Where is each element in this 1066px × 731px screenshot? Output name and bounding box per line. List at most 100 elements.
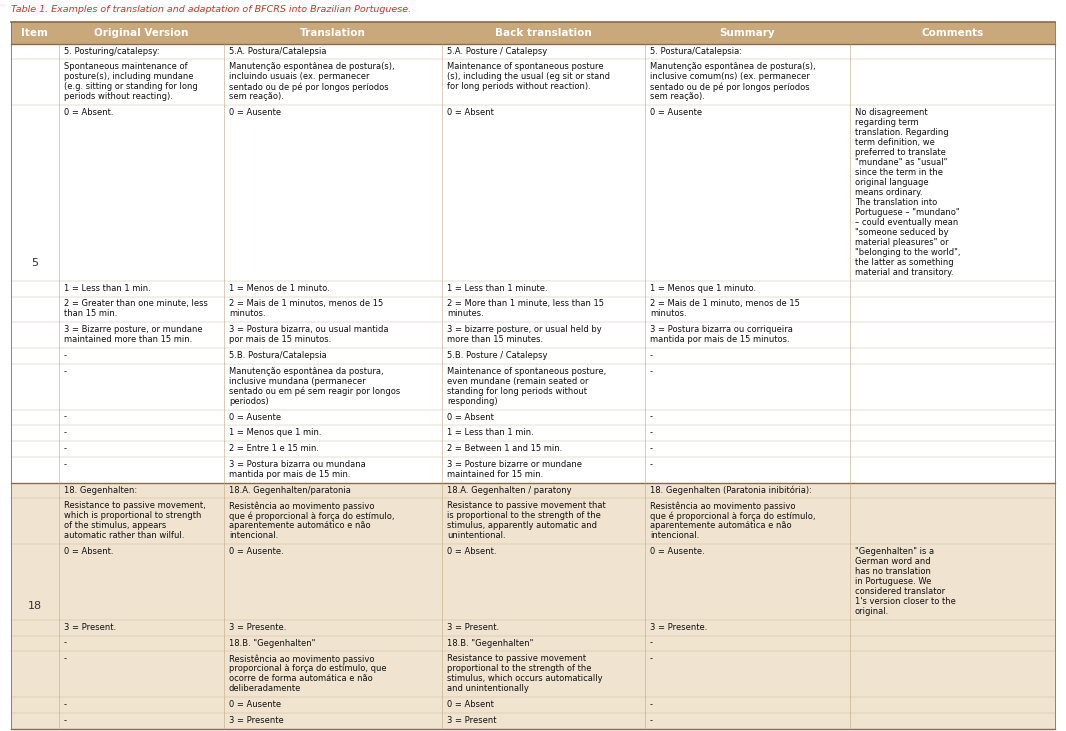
Text: 3 = Postura bizarra, ou usual mantida: 3 = Postura bizarra, ou usual mantida: [229, 325, 388, 334]
Text: Resistência ao movimento passivo: Resistência ao movimento passivo: [650, 501, 795, 511]
Text: 3 = Postura bizarra ou corriqueira: 3 = Postura bizarra ou corriqueira: [650, 325, 793, 334]
Text: 5: 5: [31, 258, 38, 268]
Text: means ordinary.: means ordinary.: [855, 188, 922, 197]
Text: translation. Regarding: translation. Regarding: [855, 128, 949, 137]
Text: more than 15 minutes.: more than 15 minutes.: [448, 336, 544, 344]
Text: 0 = Ausente: 0 = Ausente: [229, 108, 281, 117]
Text: Original Version: Original Version: [94, 28, 189, 38]
Text: Manutenção espontânea da postura,: Manutenção espontânea da postura,: [229, 367, 384, 376]
Text: 18. Gegenhalten:: 18. Gegenhalten:: [64, 485, 138, 495]
Text: since the term in the: since the term in the: [855, 168, 942, 177]
Text: even mundane (remain seated or: even mundane (remain seated or: [448, 376, 588, 386]
Text: term definition, we: term definition, we: [855, 138, 935, 147]
Text: "mundane" as "usual": "mundane" as "usual": [855, 158, 947, 167]
Text: 5.B. Posture / Catalepsy: 5.B. Posture / Catalepsy: [448, 351, 548, 360]
Text: -: -: [650, 367, 653, 376]
Text: -: -: [650, 654, 653, 663]
Text: posture(s), including mundane: posture(s), including mundane: [64, 72, 193, 81]
Text: 0 = Absent: 0 = Absent: [448, 700, 495, 709]
Text: Back translation: Back translation: [495, 28, 592, 38]
Text: minutos.: minutos.: [650, 309, 687, 319]
Text: 5. Posturing/catalepsy:: 5. Posturing/catalepsy:: [64, 47, 160, 56]
Text: Maintenance of spontaneous posture: Maintenance of spontaneous posture: [448, 62, 604, 72]
Text: -: -: [64, 444, 67, 453]
Text: -: -: [650, 460, 653, 469]
Text: intencional.: intencional.: [229, 531, 278, 540]
Text: minutos.: minutos.: [229, 309, 265, 319]
Text: 1's version closer to the: 1's version closer to the: [855, 597, 955, 606]
Bar: [11, 44, 1055, 482]
Text: 18.B. "Gegenhalten": 18.B. "Gegenhalten": [448, 639, 534, 648]
Text: 3 = Postura bizarra ou mundana: 3 = Postura bizarra ou mundana: [229, 460, 366, 469]
Text: sem reação).: sem reação).: [229, 92, 284, 102]
Text: than 15 min.: than 15 min.: [64, 309, 117, 319]
Text: aparentemente automática e não: aparentemente automática e não: [650, 521, 792, 531]
Text: original.: original.: [855, 607, 889, 616]
Text: -: -: [64, 428, 67, 437]
Text: 0 = Ausente: 0 = Ausente: [229, 700, 281, 709]
Text: 0 = Ausente.: 0 = Ausente.: [229, 547, 284, 556]
Text: 1 = Menos de 1 minuto.: 1 = Menos de 1 minuto.: [229, 284, 329, 292]
Text: Comments: Comments: [921, 28, 984, 38]
Text: (s), including the usual (eg sit or stand: (s), including the usual (eg sit or stan…: [448, 72, 611, 81]
Text: original language: original language: [855, 178, 928, 187]
Text: Manutenção espontânea de postura(s),: Manutenção espontânea de postura(s),: [650, 62, 815, 72]
Text: -: -: [64, 351, 67, 360]
Text: preferred to translate: preferred to translate: [855, 148, 946, 157]
Text: -: -: [64, 460, 67, 469]
Text: -: -: [650, 428, 653, 437]
Text: 3 = Present.: 3 = Present.: [64, 623, 116, 632]
Text: 1 = Menos que 1 minuto.: 1 = Menos que 1 minuto.: [650, 284, 756, 292]
Text: -: -: [64, 716, 67, 725]
Bar: [11, 22, 1055, 44]
Text: Table 1. Examples of translation and adaptation of BFCRS into Brazilian Portugue: Table 1. Examples of translation and ada…: [11, 5, 410, 14]
Text: 18.A. Gegenhalten / paratony: 18.A. Gegenhalten / paratony: [448, 485, 572, 495]
Text: 3 = bizarre posture, or usual held by: 3 = bizarre posture, or usual held by: [448, 325, 602, 334]
Text: considered translator: considered translator: [855, 587, 944, 596]
Text: minutes.: minutes.: [448, 309, 484, 319]
Text: -: -: [64, 412, 67, 422]
Text: 2 = Between 1 and 15 min.: 2 = Between 1 and 15 min.: [448, 444, 563, 453]
Text: -: -: [650, 351, 653, 360]
Text: Summary: Summary: [720, 28, 775, 38]
Text: responding): responding): [448, 397, 498, 406]
Text: 0 = Absent.: 0 = Absent.: [448, 547, 497, 556]
Text: aparentemente automático e não: aparentemente automático e não: [229, 521, 371, 531]
Text: 18: 18: [28, 601, 42, 610]
Text: Manutenção espontânea de postura(s),: Manutenção espontânea de postura(s),: [229, 62, 394, 72]
Text: regarding term: regarding term: [855, 118, 919, 127]
Text: maintained more than 15 min.: maintained more than 15 min.: [64, 336, 192, 344]
Text: 3 = Present: 3 = Present: [448, 716, 497, 725]
Text: 0 = Ausente: 0 = Ausente: [650, 108, 702, 117]
Text: 2 = Mais de 1 minutos, menos de 15: 2 = Mais de 1 minutos, menos de 15: [229, 300, 384, 308]
Text: material and transitory.: material and transitory.: [855, 268, 953, 277]
Text: 0 = Absent: 0 = Absent: [448, 412, 495, 422]
Text: -: -: [64, 700, 67, 709]
Text: mantida por mais de 15 min.: mantida por mais de 15 min.: [229, 470, 351, 479]
Text: 3 = Presente: 3 = Presente: [229, 716, 284, 725]
Text: ocorre de forma automática e não: ocorre de forma automática e não: [229, 674, 373, 683]
Text: mantida por mais de 15 minutos.: mantida por mais de 15 minutos.: [650, 336, 790, 344]
Text: Resistance to passive movement that: Resistance to passive movement that: [448, 501, 607, 510]
Text: and unintentionally: and unintentionally: [448, 684, 529, 693]
Text: the latter as something: the latter as something: [855, 258, 953, 267]
Text: Resistance to passive movement: Resistance to passive movement: [448, 654, 586, 663]
Text: 18.A. Gegenhalten/paratonia: 18.A. Gegenhalten/paratonia: [229, 485, 351, 495]
Text: 3 = Presente.: 3 = Presente.: [650, 623, 708, 632]
Text: has no translation: has no translation: [855, 567, 931, 576]
Text: 3 = Present.: 3 = Present.: [448, 623, 500, 632]
Text: Spontaneous maintenance of: Spontaneous maintenance of: [64, 62, 188, 72]
Text: intencional.: intencional.: [650, 531, 699, 540]
Text: proportional to the strength of the: proportional to the strength of the: [448, 664, 592, 673]
Bar: [11, 482, 1055, 729]
Text: 1 = Less than 1 minute.: 1 = Less than 1 minute.: [448, 284, 548, 292]
Text: Resistance to passive movement,: Resistance to passive movement,: [64, 501, 206, 510]
Text: – could eventually mean: – could eventually mean: [855, 218, 958, 227]
Text: Resistência ao movimento passivo: Resistência ao movimento passivo: [229, 501, 374, 511]
Text: 2 = More than 1 minute, less than 15: 2 = More than 1 minute, less than 15: [448, 300, 604, 308]
Text: que é proporcional à força do estímulo,: que é proporcional à força do estímulo,: [229, 512, 394, 521]
Text: "Gegenhalten" is a: "Gegenhalten" is a: [855, 547, 934, 556]
Text: Translation: Translation: [300, 28, 366, 38]
Text: which is proportional to strength: which is proportional to strength: [64, 512, 201, 520]
Text: No disagreement: No disagreement: [855, 108, 927, 117]
